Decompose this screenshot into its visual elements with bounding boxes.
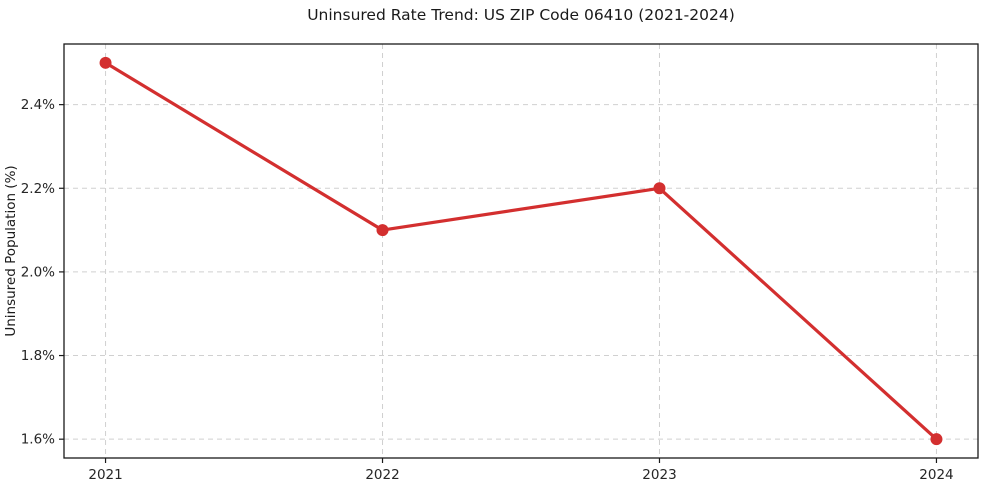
y-tick-label: 1.6% bbox=[21, 432, 55, 448]
data-point-marker bbox=[653, 182, 666, 195]
x-tick-label: 2024 bbox=[919, 467, 953, 483]
y-tick-label: 1.8% bbox=[21, 348, 55, 364]
plot-layer: 2021 2022 2023 2024 1.6% 1.8% 2.0% 2.2% 2.4% bbox=[21, 43, 979, 483]
y-tick-label: 2.2% bbox=[21, 181, 55, 197]
axes-frame bbox=[63, 43, 979, 459]
chart-title: Uninsured Rate Trend: US ZIP Code 06410 … bbox=[307, 6, 735, 24]
x-tick-label: 2022 bbox=[365, 467, 399, 483]
data-point-marker bbox=[99, 56, 112, 69]
trend-line bbox=[103, 61, 939, 441]
y-axis-label: Uninsured Population (%) bbox=[3, 165, 19, 336]
y-tick-label: 2.0% bbox=[21, 264, 55, 280]
x-tick-label: 2023 bbox=[642, 467, 676, 483]
y-tick-label: 2.4% bbox=[21, 97, 55, 113]
data-point-marker bbox=[376, 224, 389, 237]
data-point-marker bbox=[930, 433, 943, 446]
x-tick-label: 2021 bbox=[88, 467, 122, 483]
